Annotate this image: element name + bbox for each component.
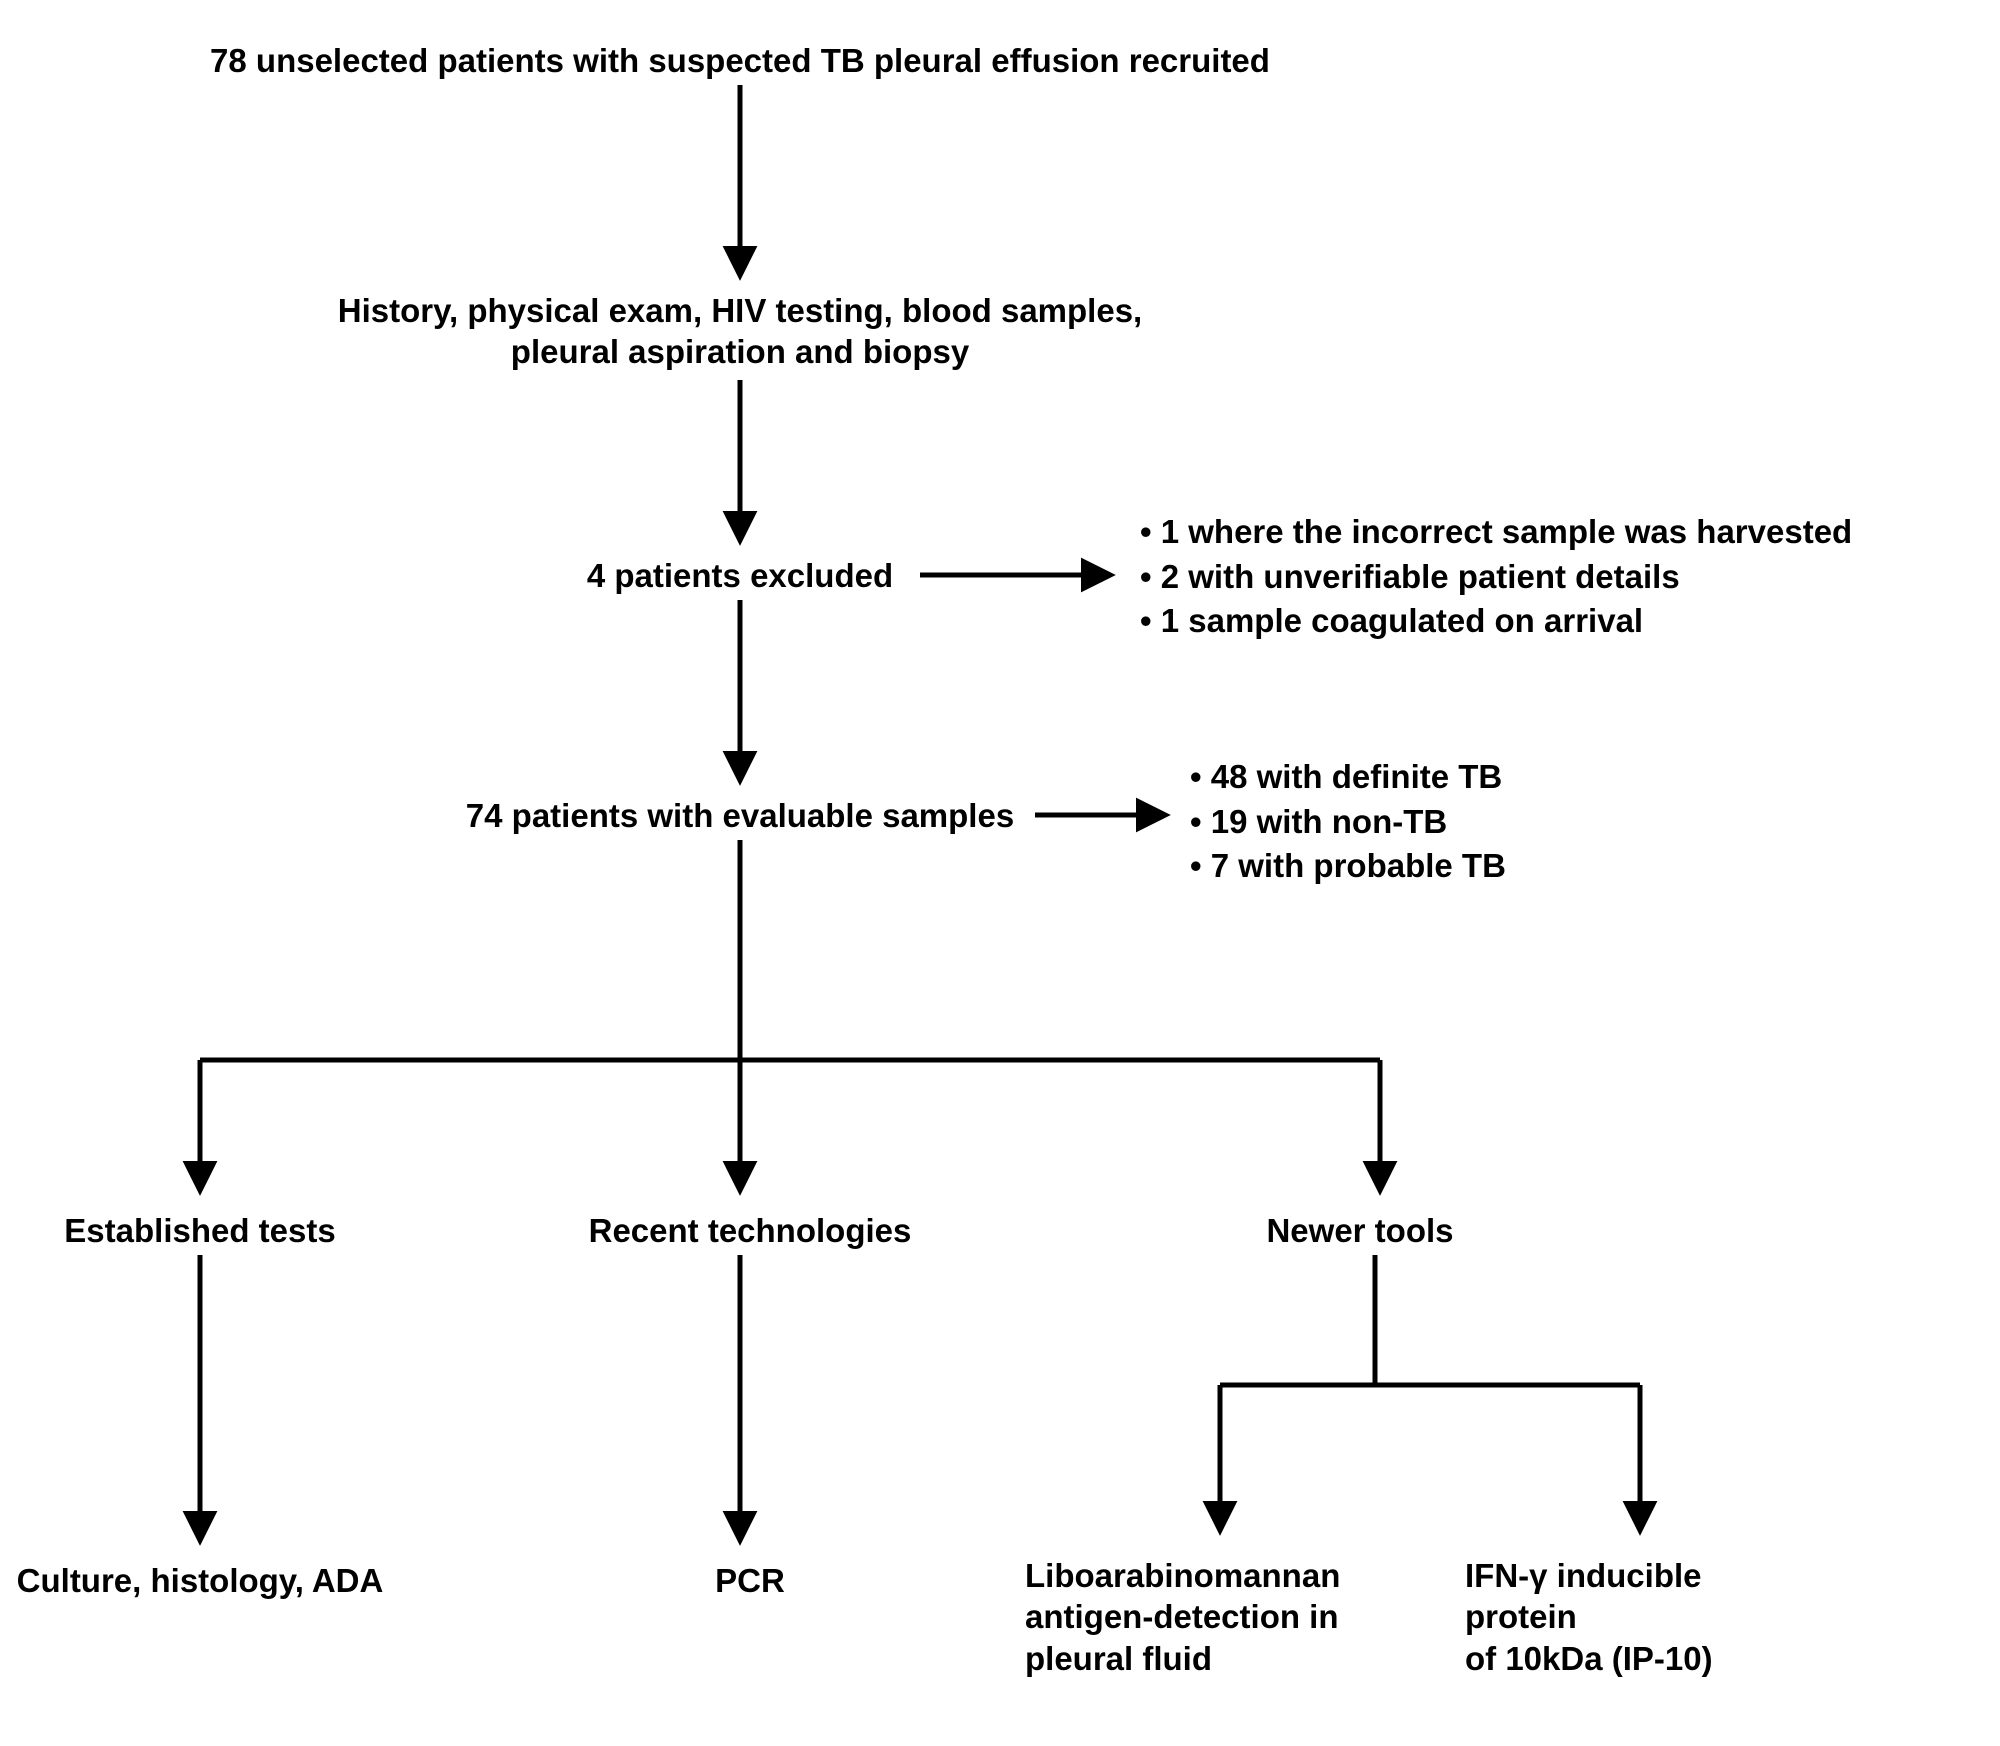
node-recruited: 78 unselected patients with suspected TB… — [190, 40, 1290, 81]
leaf-ip10: IFN-γ inducible protein of 10kDa (IP-10) — [1465, 1555, 1815, 1679]
node-workup: History, physical exam, HIV testing, blo… — [290, 290, 1190, 373]
list-item: 1 where the incorrect sample was harvest… — [1140, 510, 1940, 555]
list-item: 7 with probable TB — [1190, 844, 1690, 889]
leaf-lam-antigen: Liboarabinomannan antigen-detection in p… — [1025, 1555, 1425, 1679]
list-item: 1 sample coagulated on arrival — [1140, 599, 1940, 644]
flowchart-canvas: 78 unselected patients with suspected TB… — [0, 0, 2000, 1746]
list-item: 48 with definite TB — [1190, 755, 1690, 800]
node-evaluable: 74 patients with evaluable samples — [440, 795, 1040, 836]
branch-recent-technologies: Recent technologies — [550, 1210, 950, 1251]
leaf-pcr: PCR — [700, 1560, 800, 1601]
flowchart-arrows — [0, 0, 2000, 1746]
list-item: 2 with unverifiable patient details — [1140, 555, 1940, 600]
exclusion-reasons: 1 where the incorrect sample was harvest… — [1140, 510, 1940, 644]
branch-newer-tools: Newer tools — [1210, 1210, 1510, 1251]
node-excluded: 4 patients excluded — [540, 555, 940, 596]
branch-established-tests: Established tests — [40, 1210, 360, 1251]
list-item: 19 with non-TB — [1190, 800, 1690, 845]
evaluable-breakdown: 48 with definite TB19 with non-TB7 with … — [1190, 755, 1690, 889]
leaf-culture-histology-ada: Culture, histology, ADA — [0, 1560, 410, 1601]
